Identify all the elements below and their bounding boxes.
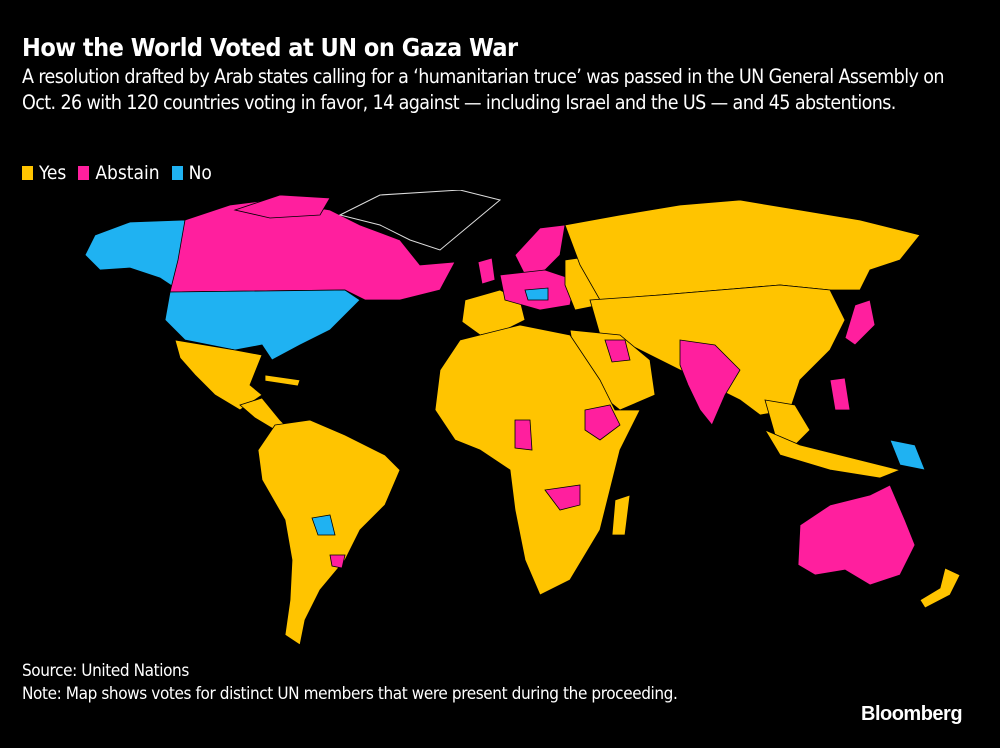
region-alaska [84, 219, 186, 291]
region-indonesia [764, 429, 902, 479]
region-southeast-asia [764, 399, 811, 451]
region-new-zealand [919, 567, 961, 609]
region-philippines [829, 377, 851, 411]
legend-swatch-yes [22, 166, 33, 180]
legend-label-yes: Yes [39, 162, 67, 184]
region-zambia [544, 484, 581, 511]
region-uruguay [329, 554, 346, 569]
region-iraq [604, 339, 631, 363]
legend-label-no: No [188, 162, 212, 184]
region-canada-arctic [233, 194, 331, 219]
region-cameroon [514, 419, 533, 451]
region-uk [477, 257, 496, 285]
legend-swatch-abstain [78, 166, 90, 180]
region-usa [164, 289, 361, 361]
world-map [84, 190, 961, 646]
legend-item-abstain: Abstain [78, 162, 160, 184]
legend-item-yes: Yes [22, 162, 66, 184]
region-ethiopia [584, 404, 621, 441]
region-australia [797, 484, 916, 586]
region-madagascar [611, 494, 631, 536]
region-india [679, 339, 741, 426]
region-scandinavia [514, 224, 566, 276]
region-greenland [338, 190, 502, 251]
legend-label-abstain: Abstain [95, 162, 160, 184]
chart-title: How the World Voted at UN on Gaza War [22, 33, 518, 62]
region-japan [844, 299, 876, 346]
note-text: Note: Map shows votes for distinct UN me… [22, 684, 678, 704]
region-caribbean [264, 374, 301, 387]
footer-notes: Source: United Nations Note: Map shows v… [22, 660, 802, 706]
region-paraguay [311, 514, 336, 536]
region-russia [564, 199, 921, 301]
bloomberg-logo: Bloomberg [861, 703, 963, 725]
chart-subtitle: A resolution drafted by Arab states call… [22, 65, 944, 114]
legend-swatch-no [171, 166, 183, 180]
legend: Yes Abstain No [22, 162, 212, 184]
region-austria-hungary [524, 287, 549, 301]
legend-item-no: No [171, 162, 212, 184]
source-text: Source: United Nations [22, 661, 189, 681]
region-africa [434, 324, 641, 596]
region-papua [889, 439, 926, 471]
region-mexico [174, 339, 263, 411]
